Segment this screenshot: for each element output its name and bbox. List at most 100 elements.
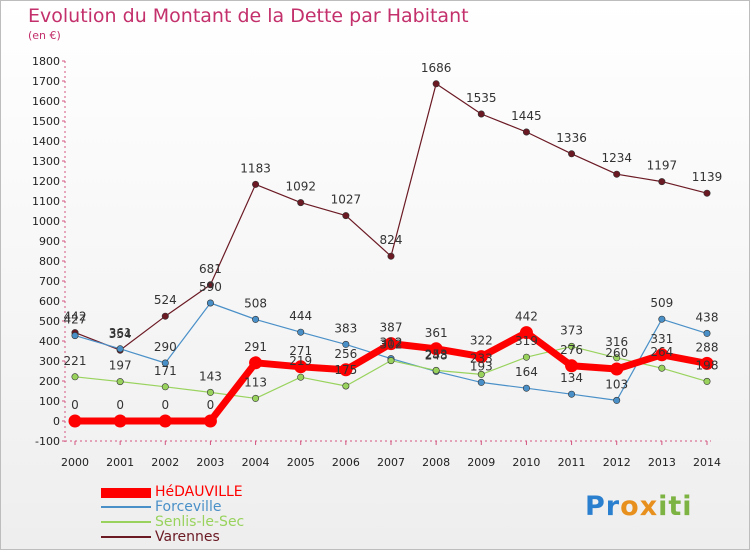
data-label: 0 xyxy=(207,398,215,412)
legend-swatch xyxy=(101,536,151,538)
y-tick-label: 1500 xyxy=(32,115,60,128)
data-label: 1445 xyxy=(511,109,542,123)
y-tick-label: 1800 xyxy=(32,55,60,68)
data-label: 103 xyxy=(605,377,628,391)
x-tick-label: 2001 xyxy=(106,456,134,469)
data-label: 276 xyxy=(560,343,583,357)
logo-letter: P xyxy=(585,491,606,522)
logo-letter: i xyxy=(658,491,669,522)
data-point xyxy=(568,390,576,398)
x-tick-label: 2011 xyxy=(558,456,586,469)
y-tick-label: 1700 xyxy=(32,75,60,88)
x-tick-label: 2013 xyxy=(648,456,676,469)
data-point xyxy=(71,373,79,381)
data-point xyxy=(477,378,485,386)
data-label: 1197 xyxy=(647,159,678,173)
data-point xyxy=(252,315,260,323)
data-label: 0 xyxy=(71,398,79,412)
data-point xyxy=(610,362,624,376)
data-label: 383 xyxy=(334,321,357,335)
y-tick-label: 300 xyxy=(39,355,60,368)
x-tick-label: 2000 xyxy=(61,456,89,469)
data-point xyxy=(522,384,530,392)
data-label: 1234 xyxy=(601,151,632,165)
data-point xyxy=(477,370,485,378)
logo-letter: i xyxy=(682,491,693,522)
y-tick-label: 0 xyxy=(53,415,60,428)
data-label: 1092 xyxy=(285,180,316,194)
data-label: 193 xyxy=(470,359,493,373)
legend-label: Varennes xyxy=(155,529,220,545)
x-tick-label: 2012 xyxy=(603,456,631,469)
data-point xyxy=(339,363,353,377)
data-label: 302 xyxy=(380,338,403,352)
data-point xyxy=(206,281,214,289)
data-label: 1139 xyxy=(692,170,723,184)
data-label: 143 xyxy=(199,369,222,383)
x-tick-label: 2003 xyxy=(196,456,224,469)
chart-title: Evolution du Montant de la Dette par Hab… xyxy=(28,5,469,27)
data-point xyxy=(613,170,621,178)
data-label: 1336 xyxy=(556,131,587,145)
data-point xyxy=(613,396,621,404)
data-point xyxy=(568,150,576,158)
data-label: 1027 xyxy=(331,193,362,207)
data-point xyxy=(113,414,127,428)
data-label: 331 xyxy=(650,332,673,346)
x-tick-label: 2009 xyxy=(467,456,495,469)
data-label: 264 xyxy=(650,345,673,359)
data-point xyxy=(522,353,530,361)
x-tick-label: 2010 xyxy=(512,456,540,469)
data-label: 316 xyxy=(605,335,628,349)
y-tick-label: 1400 xyxy=(32,135,60,148)
data-point xyxy=(297,328,305,336)
data-point xyxy=(522,128,530,136)
y-tick-label: 400 xyxy=(39,335,60,348)
data-point xyxy=(703,329,711,337)
legend: HéDAUVILLE Forceville Senlis-le-Sec Varenne… xyxy=(101,485,361,545)
data-label: 1686 xyxy=(421,61,452,75)
y-tick-label: 600 xyxy=(39,295,60,308)
data-point xyxy=(568,342,576,350)
data-point xyxy=(658,178,666,186)
data-label: 171 xyxy=(154,364,177,378)
data-point xyxy=(655,348,669,362)
data-label: 438 xyxy=(696,310,719,324)
legend-swatch xyxy=(101,506,151,508)
data-point xyxy=(158,414,172,428)
x-tick-label: 2004 xyxy=(242,456,270,469)
data-label: 248 xyxy=(425,348,448,362)
data-point xyxy=(703,189,711,197)
data-label: 442 xyxy=(64,310,87,324)
data-label: 322 xyxy=(470,334,493,348)
data-point xyxy=(342,212,350,220)
data-label: 253 xyxy=(425,347,448,361)
series-line-varennes xyxy=(74,83,708,351)
data-label: 373 xyxy=(560,323,583,337)
data-point xyxy=(297,199,305,207)
x-tick-label: 2007 xyxy=(377,456,405,469)
data-point xyxy=(565,359,579,373)
data-point xyxy=(294,360,308,374)
legend-label: Senlis-le-Sec xyxy=(155,514,245,530)
legend-label: HéDAUVILLE xyxy=(155,484,243,500)
x-tick-label: 2002 xyxy=(151,456,179,469)
data-label: 1183 xyxy=(240,161,271,175)
x-tick-label: 2006 xyxy=(332,456,360,469)
data-label: 0 xyxy=(116,398,124,412)
data-point xyxy=(71,332,79,340)
y-tick-label: 900 xyxy=(39,235,60,248)
data-label: 354 xyxy=(109,327,132,341)
data-point xyxy=(432,80,440,88)
data-point xyxy=(658,315,666,323)
data-label: 260 xyxy=(605,346,628,360)
data-point xyxy=(429,342,443,356)
y-tick-label: 200 xyxy=(39,375,60,388)
data-point xyxy=(474,350,488,364)
legend-label: Forceville xyxy=(155,499,222,515)
data-label: 198 xyxy=(696,358,719,372)
data-label: 113 xyxy=(244,375,267,389)
data-point xyxy=(384,337,398,351)
data-point xyxy=(477,110,485,118)
